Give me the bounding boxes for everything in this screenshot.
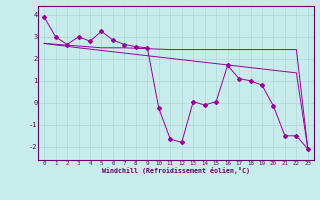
X-axis label: Windchill (Refroidissement éolien,°C): Windchill (Refroidissement éolien,°C) [102, 167, 250, 174]
